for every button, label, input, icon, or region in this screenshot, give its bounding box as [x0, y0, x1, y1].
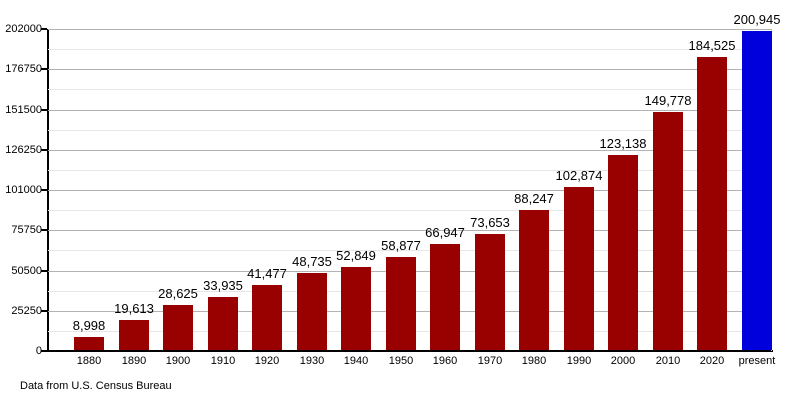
- bar-value-label-2000: 123,138: [599, 136, 647, 151]
- gridline-major: [48, 29, 772, 30]
- bar-value-label-1880: 8,998: [72, 318, 106, 333]
- bar-1960: [430, 244, 460, 350]
- x-tick-label-1960: 1960: [432, 355, 458, 367]
- x-tick-label-1940: 1940: [343, 355, 369, 367]
- bar-value-label-1900: 28,625: [158, 286, 198, 301]
- y-tick-mark: [41, 109, 47, 111]
- y-tick-label: 101000: [5, 184, 42, 196]
- bar-value-label-1890: 19,613: [114, 301, 154, 316]
- gridline-major: [48, 230, 772, 231]
- bar-2000: [608, 155, 638, 350]
- bar-2020: [697, 57, 727, 350]
- gridline-minor: [48, 49, 772, 50]
- y-tick-label: 126250: [5, 144, 42, 156]
- bar-value-label-2010: 149,778: [644, 93, 692, 108]
- bar-value-label-1930: 48,735: [292, 254, 332, 269]
- gridline-major: [48, 190, 772, 191]
- x-tick-label-1880: 1880: [76, 355, 102, 367]
- x-tick-label-2010: 2010: [655, 355, 681, 367]
- y-tick-mark: [41, 28, 47, 30]
- bar-value-label-1980: 88,247: [514, 191, 554, 206]
- bar-1980: [519, 210, 549, 350]
- x-tick-label-present: present: [738, 355, 776, 367]
- y-tick-label: 0: [35, 345, 42, 357]
- bar-1970: [475, 234, 505, 350]
- bar-value-label-1990: 102,874: [555, 168, 603, 183]
- y-tick-label: 202000: [5, 23, 42, 35]
- bar-1880: [74, 337, 104, 350]
- x-tick-label-1990: 1990: [566, 355, 592, 367]
- x-tick-label-1980: 1980: [521, 355, 547, 367]
- x-tick-label-1950: 1950: [388, 355, 414, 367]
- bar-1990: [564, 187, 594, 350]
- x-tick-label-1900: 1900: [165, 355, 191, 367]
- y-tick-label: 25250: [11, 305, 42, 317]
- bar-value-label-2020: 184,525: [688, 38, 736, 53]
- y-tick-mark: [41, 149, 47, 151]
- x-tick-label-1910: 1910: [210, 355, 236, 367]
- y-tick-label: 151500: [5, 104, 42, 116]
- x-tick-label-2000: 2000: [610, 355, 636, 367]
- x-tick-label-1970: 1970: [477, 355, 503, 367]
- bar-2010: [653, 112, 683, 350]
- x-tick-label-1920: 1920: [254, 355, 280, 367]
- y-tick-mark: [41, 189, 47, 191]
- x-tick-label-1930: 1930: [299, 355, 325, 367]
- y-tick-label: 75750: [11, 224, 42, 236]
- bar-value-label-1910: 33,935: [203, 278, 243, 293]
- gridline-minor: [48, 210, 772, 211]
- bar-1910: [208, 297, 238, 350]
- y-tick-mark: [41, 310, 47, 312]
- bar-1900: [163, 305, 193, 350]
- gridline-major: [48, 150, 772, 151]
- bar-1930: [297, 273, 327, 350]
- bar-1950: [386, 257, 416, 350]
- y-tick-mark: [41, 350, 47, 352]
- data-source-caption: Data from U.S. Census Bureau: [20, 380, 172, 392]
- bar-1890: [119, 320, 149, 350]
- x-axis-line: [47, 350, 773, 352]
- y-tick-mark: [41, 68, 47, 70]
- y-tick-label: 176750: [5, 63, 42, 75]
- x-tick-label-1890: 1890: [121, 355, 147, 367]
- y-tick-mark: [41, 229, 47, 231]
- bar-value-label-1920: 41,477: [247, 266, 287, 281]
- bar-1920: [252, 285, 282, 350]
- y-tick-mark: [41, 270, 47, 272]
- x-tick-label-2020: 2020: [699, 355, 725, 367]
- gridline-minor: [48, 89, 772, 90]
- bar-value-label-1950: 58,877: [381, 238, 421, 253]
- bar-value-label-1970: 73,653: [470, 215, 510, 230]
- gridline-major: [48, 69, 772, 70]
- bar-value-label-1960: 66,947: [425, 225, 465, 240]
- gridline-minor: [48, 170, 772, 171]
- bar-value-label-1940: 52,849: [336, 248, 376, 263]
- bar-1940: [341, 267, 371, 350]
- gridline-major: [48, 110, 772, 111]
- gridline-minor: [48, 130, 772, 131]
- bar-value-label-present: 200,945: [733, 12, 781, 27]
- bar-present: [742, 31, 772, 350]
- y-tick-label: 50500: [11, 265, 42, 277]
- gridline-minor: [48, 250, 772, 251]
